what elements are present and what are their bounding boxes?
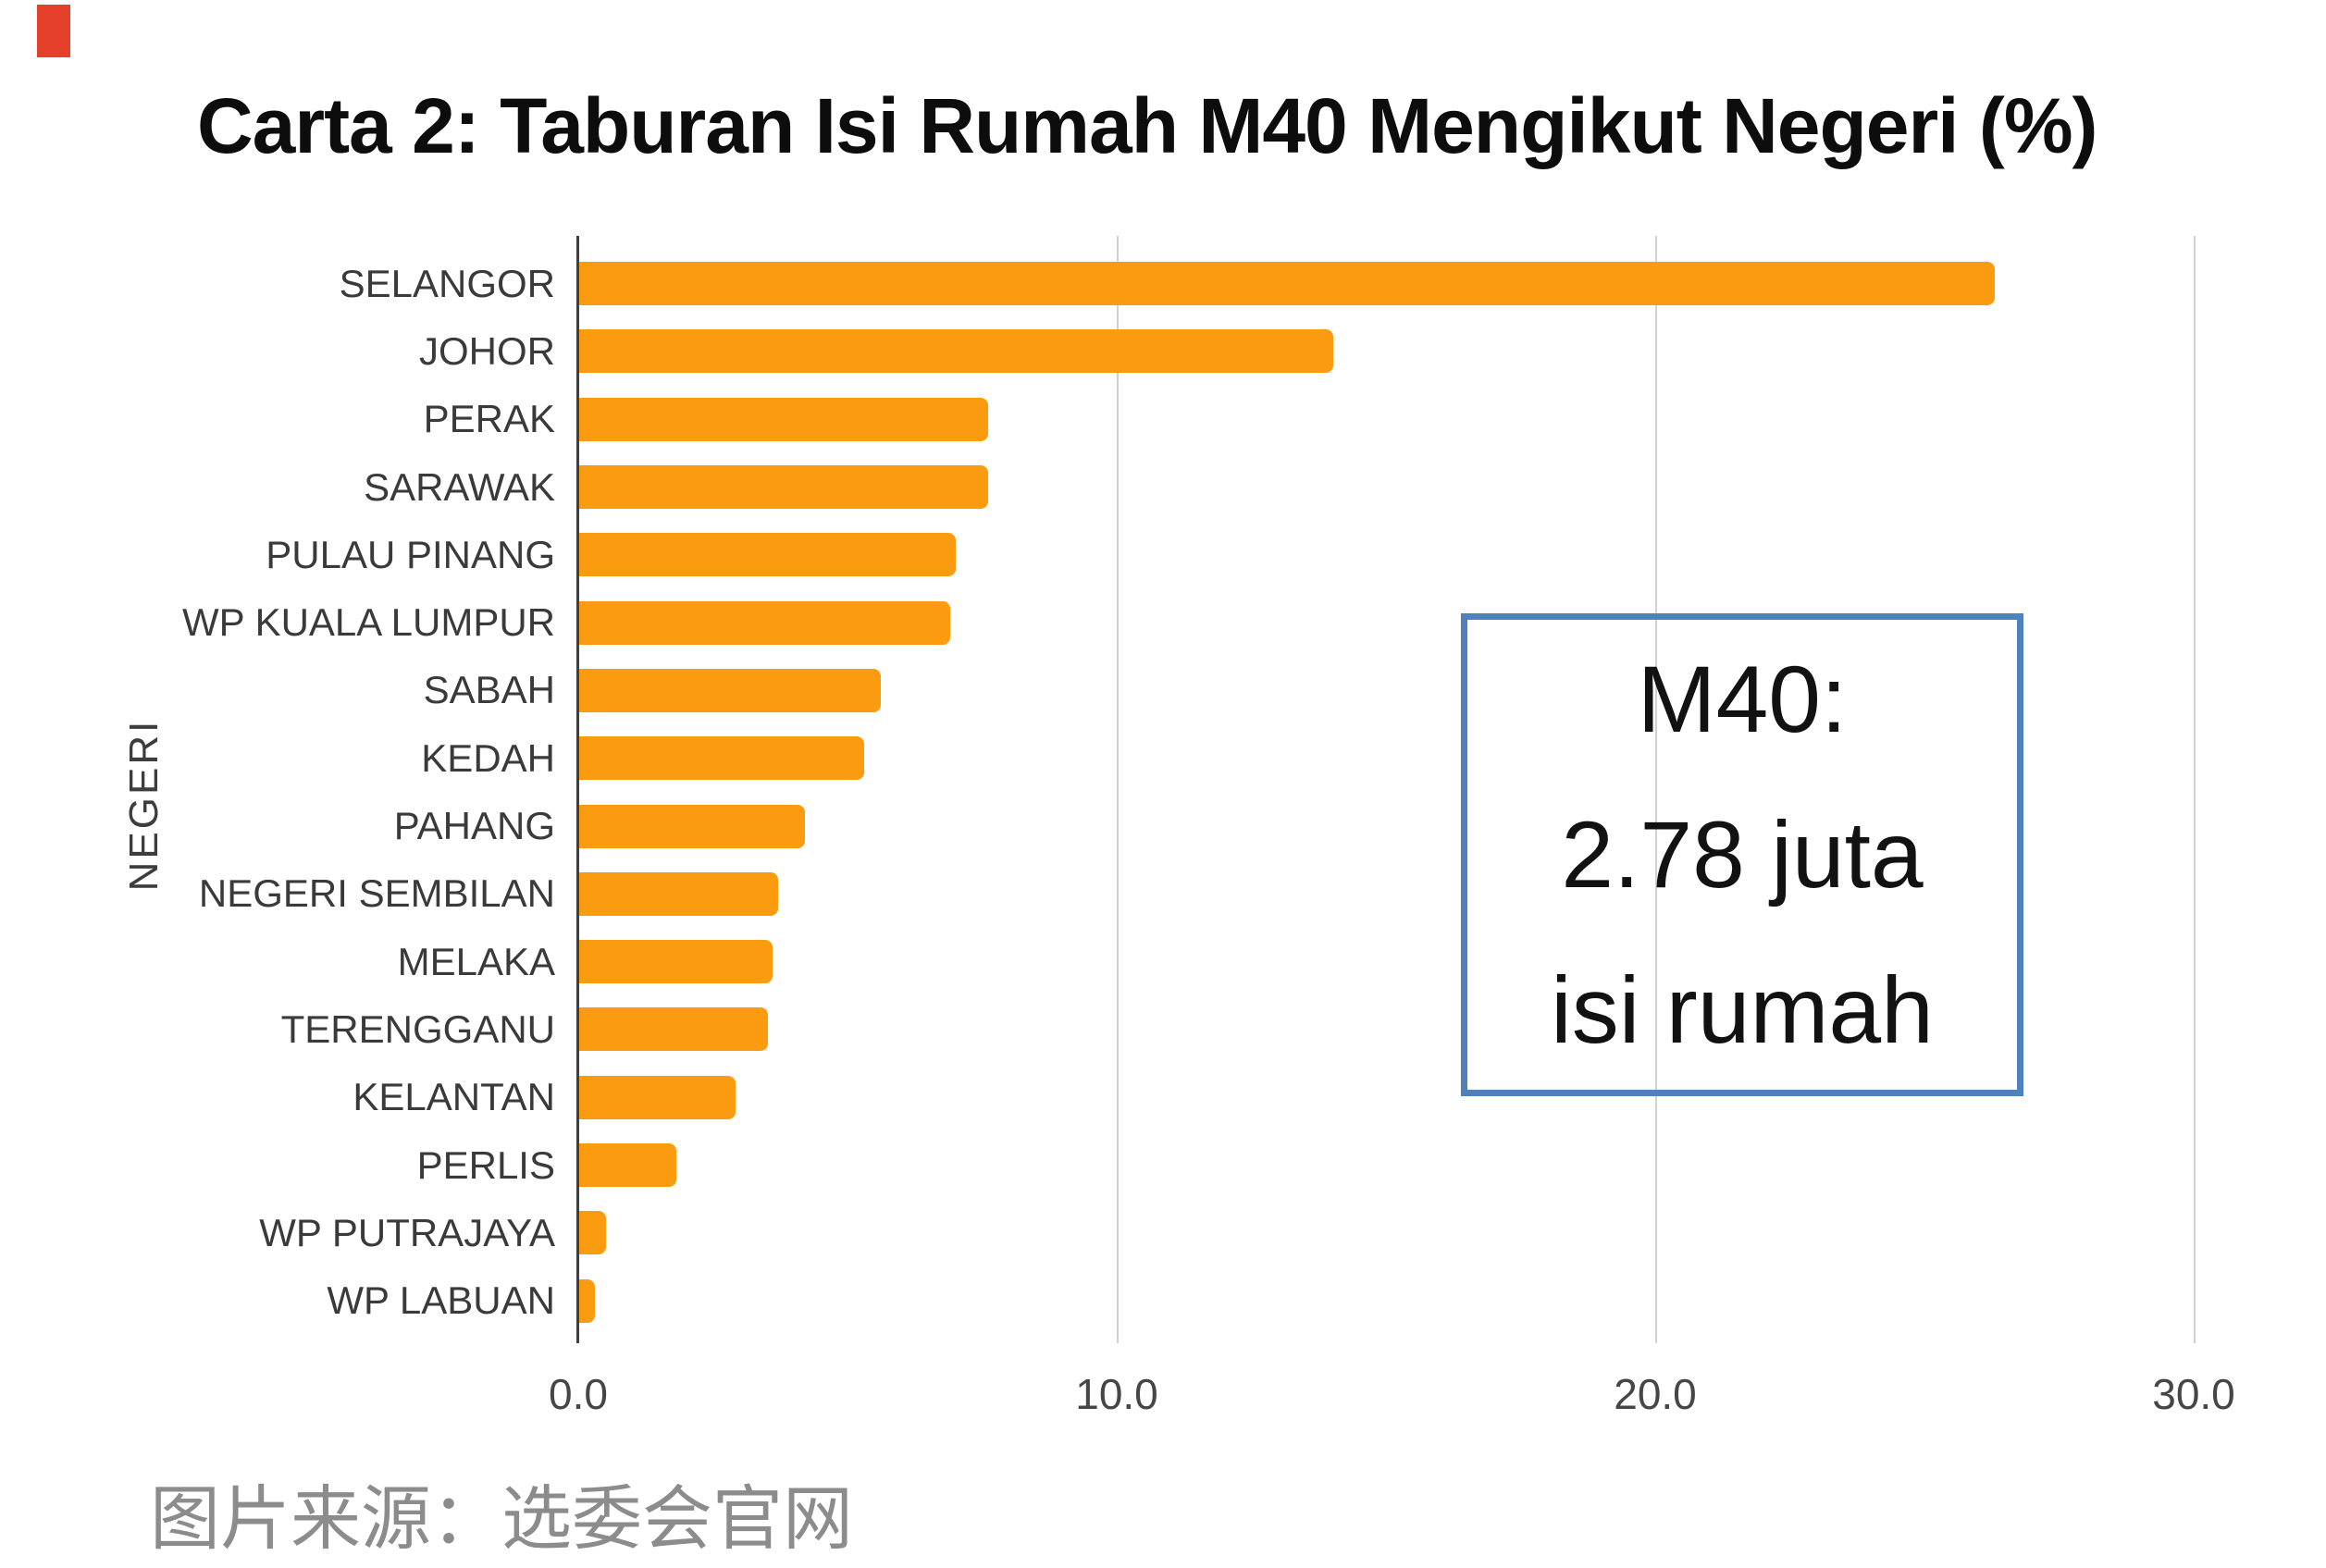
category-label: WP LABUAN bbox=[327, 1278, 555, 1323]
bar-row: TERENGGANU bbox=[0, 995, 2326, 1063]
red-corner-mark bbox=[37, 5, 70, 57]
category-label: JOHOR bbox=[419, 328, 555, 373]
bar bbox=[579, 1007, 768, 1052]
bar bbox=[579, 668, 881, 712]
category-label: WP PUTRAJAYA bbox=[259, 1210, 555, 1254]
bar-row: KELANTAN bbox=[0, 1064, 2326, 1131]
bar-row: PERLIS bbox=[0, 1131, 2326, 1199]
bar-row: PERAK bbox=[0, 386, 2326, 453]
category-axis-line bbox=[576, 236, 579, 1343]
gridline bbox=[2194, 236, 2196, 1343]
bar bbox=[579, 1211, 606, 1255]
category-label: MELAKA bbox=[397, 939, 555, 983]
annotation-line: 2.78 juta bbox=[1561, 802, 1924, 907]
gridline bbox=[1655, 236, 1657, 1343]
category-label: WP KUALA LUMPUR bbox=[182, 600, 555, 645]
category-label: KEDAH bbox=[421, 735, 555, 780]
bar-row: SARAWAK bbox=[0, 453, 2326, 521]
annotation-box: M40: 2.78 juta isi rumah bbox=[1461, 613, 2023, 1096]
annotation-line: M40: bbox=[1637, 647, 1848, 752]
bar bbox=[579, 871, 778, 916]
bar bbox=[579, 465, 988, 510]
bar-row: WP LABUAN bbox=[0, 1267, 2326, 1335]
chart-title: Carta 2: Taburan Isi Rumah M40 Mengikut … bbox=[197, 82, 2098, 169]
category-label: PULAU PINANG bbox=[266, 532, 555, 576]
bar bbox=[579, 262, 1995, 306]
bar bbox=[579, 533, 956, 577]
bar-row: PAHANG bbox=[0, 792, 2326, 859]
category-label: SARAWAK bbox=[364, 464, 555, 509]
bar-row: SELANGOR bbox=[0, 250, 2326, 317]
x-tick-label: 0.0 bbox=[549, 1370, 608, 1418]
bar-row: WP PUTRAJAYA bbox=[0, 1199, 2326, 1266]
bar-row: PULAU PINANG bbox=[0, 521, 2326, 588]
bar-row: SABAH bbox=[0, 657, 2326, 724]
bar-row: JOHOR bbox=[0, 317, 2326, 385]
annotation-line: isi rumah bbox=[1551, 957, 1934, 1063]
bar bbox=[579, 1075, 736, 1119]
category-label: PAHANG bbox=[393, 804, 555, 848]
bar-row: MELAKA bbox=[0, 928, 2326, 995]
category-label: KELANTAN bbox=[353, 1075, 555, 1119]
category-label: PERLIS bbox=[416, 1142, 555, 1187]
x-tick-label: 30.0 bbox=[2152, 1370, 2235, 1418]
bar bbox=[579, 940, 773, 984]
bar-row: WP KUALA LUMPUR bbox=[0, 589, 2326, 657]
bar bbox=[579, 736, 864, 781]
bar bbox=[579, 600, 950, 645]
category-label: PERAK bbox=[423, 397, 555, 441]
bar bbox=[579, 329, 1333, 374]
category-label: SELANGOR bbox=[339, 261, 555, 305]
bar bbox=[579, 804, 805, 848]
category-label: NEGERI SEMBILAN bbox=[198, 871, 555, 916]
x-tick-label: 10.0 bbox=[1075, 1370, 1158, 1418]
bar bbox=[579, 1278, 595, 1323]
bar-row: NEGERI SEMBILAN bbox=[0, 860, 2326, 928]
category-label: SABAH bbox=[423, 668, 555, 712]
category-label: TERENGGANU bbox=[280, 1006, 555, 1051]
gridline bbox=[1117, 236, 1119, 1343]
bar bbox=[579, 397, 988, 441]
bar-row: KEDAH bbox=[0, 724, 2326, 792]
x-tick-label: 20.0 bbox=[1614, 1370, 1697, 1418]
bar bbox=[579, 1143, 676, 1188]
source-caption: 图片来源：选委会官网 bbox=[150, 1480, 853, 1559]
